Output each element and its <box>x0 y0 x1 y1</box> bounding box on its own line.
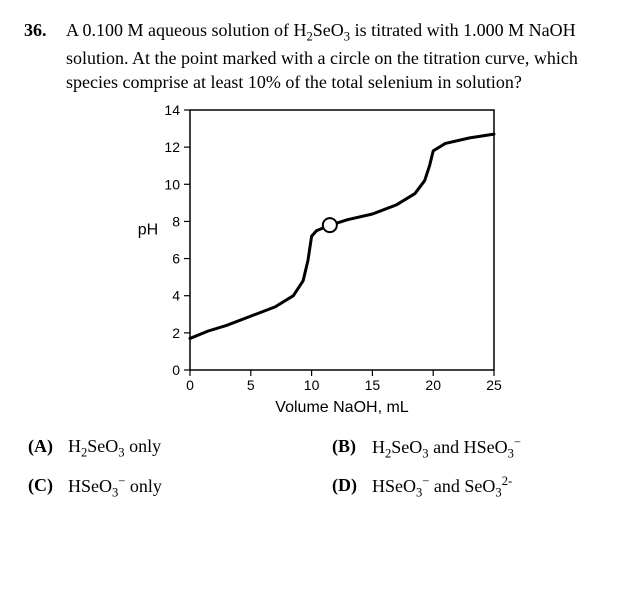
svg-text:25: 25 <box>486 377 502 393</box>
svg-text:2: 2 <box>172 325 180 341</box>
choice-a: (A) H2SeO3 only <box>28 434 312 463</box>
svg-text:Volume NaOH, mL: Volume NaOH, mL <box>275 399 408 416</box>
question-row: 36. A 0.100 M aqueous solution of H2SeO3… <box>24 18 616 94</box>
choice-letter: (D) <box>332 473 364 502</box>
choice-c: (C) HSeO3− only <box>28 473 312 502</box>
choice-letter: (B) <box>332 434 364 463</box>
svg-text:12: 12 <box>164 139 180 155</box>
svg-text:pH: pH <box>138 222 158 239</box>
question-text: A 0.100 M aqueous solution of H2SeO3 is … <box>66 18 616 94</box>
svg-text:0: 0 <box>186 377 194 393</box>
choice-text: HSeO3− and SeO32- <box>372 473 512 502</box>
q-seg-0: A 0.100 M aqueous solution of H <box>66 20 307 40</box>
question-number: 36. <box>24 18 54 94</box>
svg-text:5: 5 <box>247 377 255 393</box>
svg-text:8: 8 <box>172 214 180 230</box>
svg-text:20: 20 <box>425 377 441 393</box>
svg-text:6: 6 <box>172 251 180 267</box>
svg-text:10: 10 <box>304 377 320 393</box>
choice-b: (B) H2SeO3 and HSeO3− <box>332 434 616 463</box>
svg-text:4: 4 <box>172 288 180 304</box>
svg-text:14: 14 <box>164 102 180 118</box>
chart-wrap: 0 5 10 15 20 25 0 2 4 6 8 10 12 14 Volume NaOH, mL pH <box>24 100 616 420</box>
choice-d: (D) HSeO3− and SeO32- <box>332 473 616 502</box>
svg-text:0: 0 <box>172 362 180 378</box>
titration-chart: 0 5 10 15 20 25 0 2 4 6 8 10 12 14 Volume NaOH, mL pH <box>130 100 510 420</box>
choice-text: H2SeO3 and HSeO3− <box>372 434 521 463</box>
svg-text:10: 10 <box>164 176 180 192</box>
answer-choices: (A) H2SeO3 only (B) H2SeO3 and HSeO3− (C… <box>24 434 616 501</box>
choice-letter: (A) <box>28 434 60 463</box>
svg-text:15: 15 <box>365 377 381 393</box>
choice-letter: (C) <box>28 473 60 502</box>
q-seg-2: SeO <box>313 20 344 40</box>
choice-text: H2SeO3 only <box>68 434 161 463</box>
choice-text: HSeO3− only <box>68 473 162 502</box>
